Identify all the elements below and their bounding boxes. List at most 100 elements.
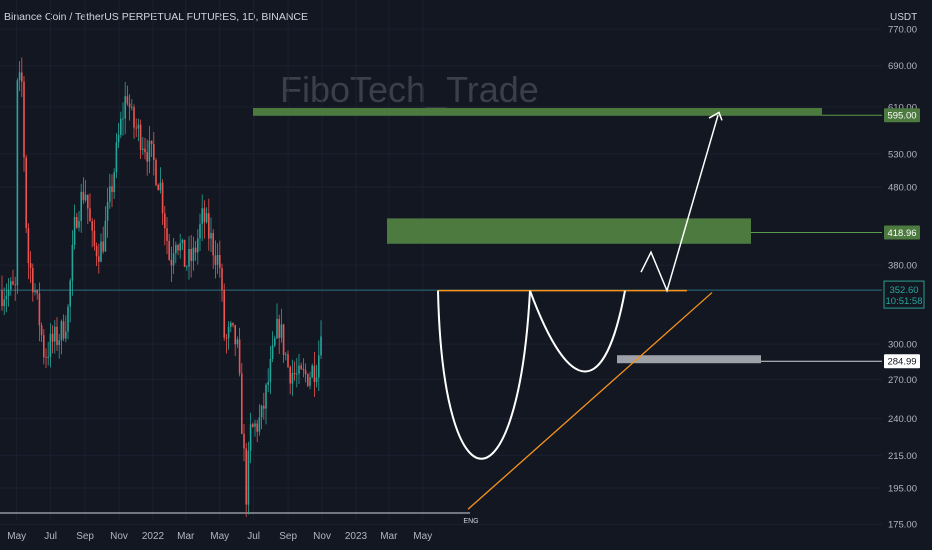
candle-body [40, 325, 43, 336]
candle-body [298, 365, 300, 374]
candle-body [190, 248, 192, 261]
candle-body [241, 373, 243, 434]
low-marker-label: ENG [463, 518, 478, 525]
candle-body [232, 322, 234, 326]
candle-body [285, 354, 287, 356]
candle-body [197, 238, 199, 253]
candle-body [32, 268, 34, 293]
candle-body [175, 245, 177, 254]
candle-body [106, 201, 109, 221]
candle-body [203, 208, 206, 223]
candle-body [84, 194, 87, 201]
axis-layer: 770.00 690.00 610.00 530.00 480.00 380.00 300.… [7, 25, 917, 542]
projection-arrowhead [708, 111, 723, 121]
candle-body [155, 160, 157, 185]
x-tick-label: May [7, 531, 26, 542]
candle-body [318, 355, 320, 378]
candle-body [115, 142, 118, 173]
candle-body [16, 80, 19, 286]
target-zone [253, 108, 822, 116]
candle-body [87, 194, 89, 209]
candle-body [73, 217, 76, 245]
candle-body [214, 255, 217, 265]
y-tick-label: 380.00 [888, 261, 917, 272]
candle-body [21, 72, 23, 82]
cup-curve [437, 290, 531, 460]
candle-body [245, 448, 247, 505]
candle-body [146, 152, 148, 162]
ascending-trendline [467, 292, 713, 510]
candle-layer [1, 57, 322, 517]
candle-body [23, 81, 25, 158]
candle-body [135, 127, 137, 129]
candle-body [260, 405, 263, 418]
x-tick-label: Nov [110, 531, 128, 542]
y-tick-label: 610.00 [888, 102, 917, 113]
candle-body [148, 140, 151, 162]
x-tick-label: Jul [247, 531, 260, 542]
candle-body [51, 333, 54, 342]
x-tick-label: Sep [279, 531, 297, 542]
candle-body [113, 172, 115, 193]
candle-body [124, 96, 126, 119]
candle-body [168, 240, 170, 260]
candle-body [274, 338, 276, 346]
candle-body [265, 384, 267, 409]
candle-body [254, 423, 256, 427]
support-price-label-bg [884, 354, 920, 369]
candle-body [243, 433, 245, 449]
candle-body [95, 245, 98, 257]
candle-body [111, 186, 113, 193]
candle-body [58, 340, 60, 346]
candle-body [27, 228, 30, 264]
y-tick-label: 690.00 [888, 61, 917, 72]
candle-body [223, 290, 225, 338]
candle-body [258, 417, 261, 432]
candle-body [93, 230, 96, 246]
candle-body [137, 124, 140, 129]
candle-body [43, 335, 45, 358]
candle-body [60, 321, 63, 341]
candle-body [309, 377, 311, 386]
candle-body [302, 368, 305, 370]
candle-body [91, 221, 93, 231]
candle-body [157, 184, 159, 191]
candle-body [29, 263, 32, 269]
candle-body [280, 324, 283, 338]
drawing-layer: ENG [437, 111, 723, 525]
candle-body [78, 221, 80, 228]
candle-body [159, 182, 162, 191]
candle-body [186, 266, 188, 268]
candle-body [133, 107, 135, 128]
candle-body [183, 239, 186, 267]
candle-body [247, 450, 250, 505]
y-tick-label: 480.00 [888, 183, 917, 194]
candle-body [271, 345, 274, 359]
candle-body [3, 299, 5, 307]
candle-body [307, 374, 309, 386]
candle-body [164, 213, 166, 229]
candle-body [67, 306, 69, 332]
candle-body [205, 213, 208, 223]
handle-curve [529, 290, 626, 373]
candle-body [10, 281, 12, 290]
x-tick-label: Sep [76, 531, 94, 542]
candle-body [208, 213, 210, 239]
candle-body [179, 243, 181, 251]
candle-body [34, 290, 36, 293]
y-tick-label: 175.00 [888, 520, 917, 531]
candle-body [153, 143, 155, 161]
projection-path [640, 115, 719, 293]
candle-body [249, 424, 252, 451]
candle-body [54, 326, 56, 342]
candle-body [56, 326, 58, 346]
candle-body [219, 254, 221, 269]
candle-body [150, 140, 153, 144]
candle-body [276, 318, 278, 339]
candle-body [199, 224, 201, 239]
candle-body [230, 322, 232, 327]
candle-body [102, 241, 104, 252]
candle-body [104, 220, 107, 252]
